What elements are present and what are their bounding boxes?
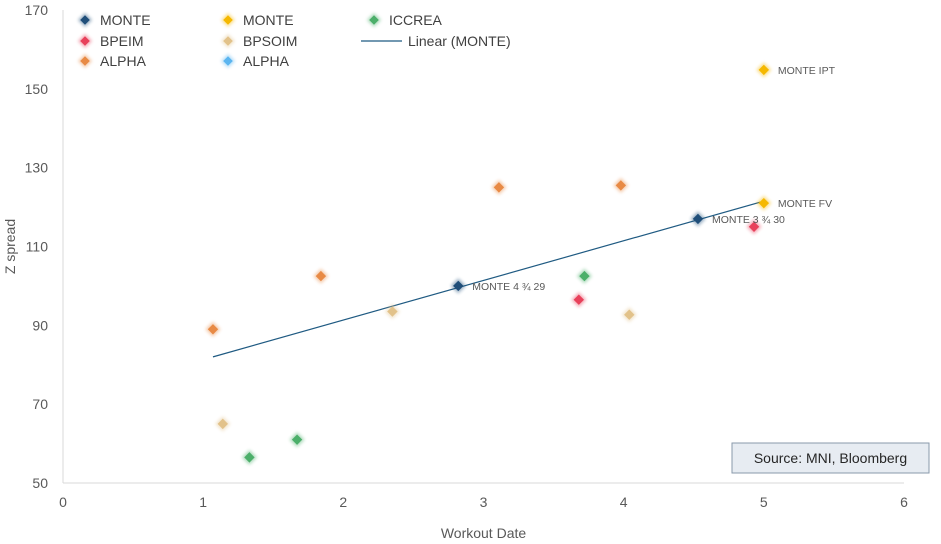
data-point xyxy=(313,268,329,284)
point-annotation: MONTE FV xyxy=(778,198,832,210)
data-point xyxy=(384,304,400,320)
points-layer xyxy=(205,62,772,465)
legend-entry: MONTE xyxy=(221,12,294,28)
y-tick-label: 130 xyxy=(25,160,49,176)
data-point xyxy=(756,195,772,211)
svg-text:BPEIM: BPEIM xyxy=(100,33,144,49)
legend-entry: Linear (MONTE) xyxy=(361,33,511,49)
data-point xyxy=(690,211,706,227)
source-box: Source: MNI, Bloomberg xyxy=(731,442,930,474)
svg-text:MONTE: MONTE xyxy=(100,12,151,28)
svg-text:MONTE: MONTE xyxy=(243,12,294,28)
data-point xyxy=(450,278,466,294)
x-tick-label: 0 xyxy=(59,494,67,510)
data-point xyxy=(215,416,231,432)
legend-entry: ALPHA xyxy=(78,53,147,69)
svg-text:BPSOIM: BPSOIM xyxy=(243,33,297,49)
point-annotation: MONTE 4 ¾ 29 xyxy=(472,281,545,293)
data-point xyxy=(571,292,587,308)
y-tick-label: 150 xyxy=(25,81,49,97)
data-point xyxy=(205,321,221,337)
point-annotation: MONTE 3 ¾ 30 xyxy=(712,214,785,226)
y-tick-label: 90 xyxy=(32,317,48,333)
x-tick-label: 6 xyxy=(900,494,908,510)
legend-entry: ALPHA xyxy=(221,53,290,69)
axes: 50 70 90 110 130 150 170 0 1 2 3 4 5 6 Workout Date Z s… xyxy=(2,2,908,541)
source-label: Source: MNI, Bloomberg xyxy=(754,450,907,466)
x-tick-label: 5 xyxy=(760,494,768,510)
x-tick-label: 1 xyxy=(199,494,207,510)
source-box-frame xyxy=(731,442,930,474)
x-axis-title: Workout Date xyxy=(441,525,527,541)
legend: MONTE BPEIM ALPHA MONTE BPSOIM ALPHA ICCREA Lin… xyxy=(78,12,511,69)
x-tick-label: 4 xyxy=(620,494,628,510)
legend-entry: BPSOIM xyxy=(221,33,297,49)
svg-text:ICCREA: ICCREA xyxy=(389,12,443,28)
svg-text:ALPHA: ALPHA xyxy=(100,53,147,69)
data-point xyxy=(756,62,772,78)
trendline xyxy=(212,200,764,358)
data-point xyxy=(576,268,592,284)
legend-entry: MONTE xyxy=(78,12,151,28)
svg-text:ALPHA: ALPHA xyxy=(243,53,290,69)
x-tick-label: 3 xyxy=(480,494,488,510)
data-point xyxy=(746,219,762,235)
data-point xyxy=(613,177,629,193)
svg-text:Linear (MONTE): Linear (MONTE) xyxy=(408,33,511,49)
data-point xyxy=(289,432,305,448)
data-point xyxy=(491,179,507,195)
y-axis-title: Z spread xyxy=(2,219,18,274)
y-tick-label: 110 xyxy=(26,239,49,255)
annotations: MONTE 4 ¾ 29 MONTE 3 ¾ 30 MONTE FV MONTE IP… xyxy=(472,65,835,293)
legend-entry: BPEIM xyxy=(78,33,144,49)
point-annotation: MONTE IPT xyxy=(778,65,836,77)
data-point xyxy=(621,307,637,323)
y-tick-label: 70 xyxy=(32,396,48,412)
legend-entry: ICCREA xyxy=(367,12,443,28)
y-tick-label: 170 xyxy=(25,2,49,18)
trendline-layer xyxy=(212,200,764,358)
y-tick-label: 50 xyxy=(32,475,48,491)
x-tick-label: 2 xyxy=(339,494,347,510)
data-point xyxy=(241,449,257,465)
